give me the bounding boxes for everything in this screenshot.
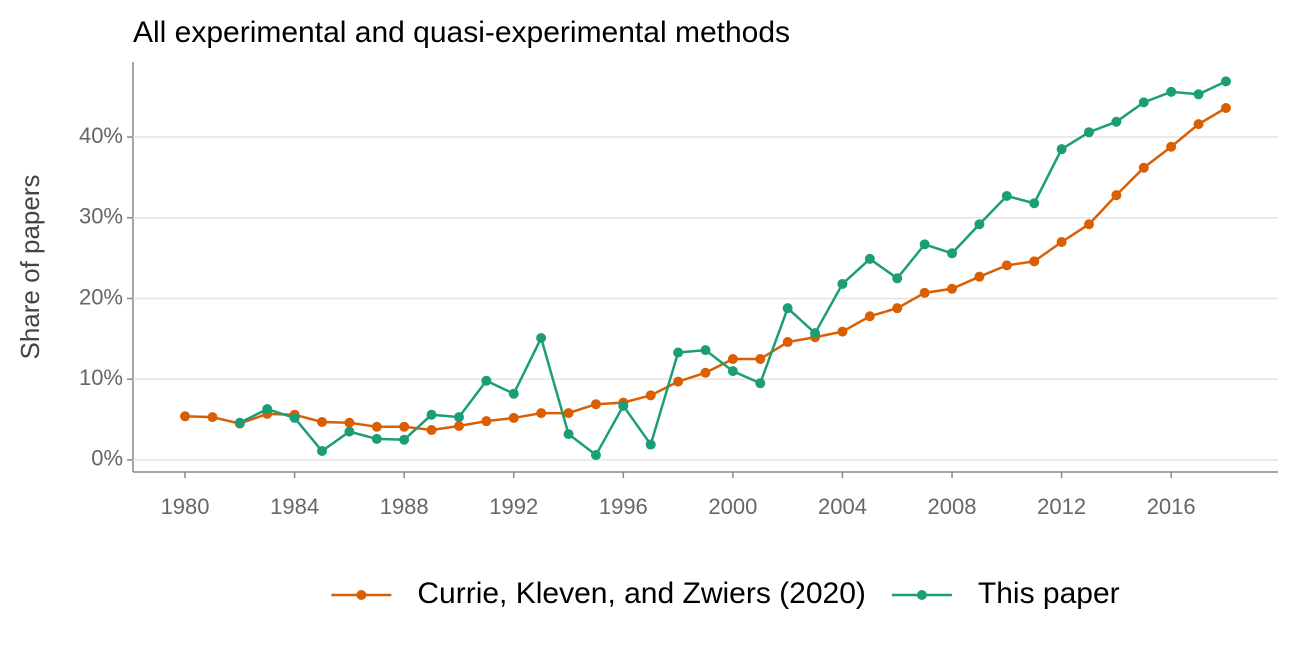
data-point (1056, 144, 1067, 155)
data-point (892, 303, 903, 314)
data-point (453, 420, 464, 431)
data-point (481, 375, 492, 386)
data-point (618, 400, 629, 411)
y-tick-label: 40% (79, 123, 123, 148)
data-point (426, 425, 437, 436)
data-point (810, 328, 821, 339)
data-point (317, 446, 328, 457)
y-tick-label: 30% (79, 204, 123, 229)
data-point (1138, 162, 1149, 173)
series-line (185, 106, 1227, 432)
chart-title: All experimental and quasi-experimental … (133, 16, 790, 49)
x-tick-label: 1984 (270, 494, 319, 519)
data-point (1220, 103, 1231, 114)
x-tick-label: 2004 (818, 494, 867, 519)
data-point (1166, 86, 1177, 97)
data-point (1029, 198, 1040, 209)
data-point (919, 287, 930, 298)
data-point (371, 433, 382, 444)
data-point (1220, 76, 1231, 87)
data-point (1193, 89, 1204, 100)
legend-marker (356, 590, 367, 600)
data-point (673, 347, 684, 358)
data-point (1083, 219, 1094, 230)
data-point (453, 412, 464, 423)
data-point (289, 412, 300, 423)
data-point (262, 404, 273, 415)
data-point (481, 416, 492, 427)
data-point (864, 253, 875, 264)
y-tick-label: 20% (79, 284, 123, 309)
legend-label: This paper (978, 577, 1120, 610)
data-point (1001, 260, 1012, 271)
data-point (700, 367, 711, 378)
data-point (536, 333, 547, 344)
legend-item: This paper (891, 577, 1120, 610)
data-point (727, 354, 738, 365)
data-point (673, 376, 684, 387)
x-tick-label: 1992 (489, 494, 538, 519)
data-point (344, 417, 355, 428)
data-point (892, 273, 903, 284)
data-point (563, 408, 574, 419)
data-point (590, 450, 601, 461)
data-point (1029, 256, 1040, 267)
data-point (755, 378, 766, 389)
data-point (837, 326, 848, 337)
data-point (645, 390, 656, 401)
data-point (207, 412, 218, 423)
data-point (864, 311, 875, 322)
data-point (344, 426, 355, 437)
x-tick-label: 2008 (928, 494, 977, 519)
x-tick-label: 1996 (599, 494, 648, 519)
legend: Currie, Kleven, and Zwiers (2020) This pa… (331, 577, 1120, 610)
data-point (947, 283, 958, 294)
data-point (837, 278, 848, 289)
x-tick-label: 2016 (1147, 494, 1196, 519)
data-point (1166, 141, 1177, 152)
legend-marker (916, 590, 927, 600)
x-tick-label: 2000 (708, 494, 757, 519)
data-point (727, 366, 738, 377)
x-tick-label: 2012 (1037, 494, 1086, 519)
data-point (399, 421, 410, 432)
data-point (1001, 190, 1012, 201)
data-point (782, 337, 793, 348)
data-point (317, 416, 328, 427)
data-point (180, 411, 191, 422)
data-point (426, 409, 437, 420)
data-point (1138, 97, 1149, 108)
y-tick-label: 10% (79, 365, 123, 390)
x-tick-label: 1980 (161, 494, 210, 519)
data-point (782, 303, 793, 314)
data-point (1193, 119, 1204, 130)
data-point (919, 239, 930, 250)
data-point (508, 388, 519, 399)
data-point (399, 434, 410, 445)
data-point (563, 429, 574, 440)
legend-item: Currie, Kleven, and Zwiers (2020) (331, 577, 866, 610)
data-point (1083, 127, 1094, 138)
data-point (700, 345, 711, 356)
y-axis-label: Share of papers (15, 174, 45, 359)
legend-label: Currie, Kleven, and Zwiers (2020) (417, 577, 866, 610)
data-point (947, 248, 958, 259)
data-point (234, 417, 245, 428)
data-point (755, 354, 766, 365)
data-point (536, 408, 547, 419)
x-tick-label: 1988 (380, 494, 429, 519)
data-point (371, 421, 382, 432)
data-point (974, 271, 985, 282)
data-point (974, 219, 985, 230)
y-tick-label: 0% (91, 446, 123, 471)
data-point (1056, 236, 1067, 247)
data-point (645, 439, 656, 450)
data-point (508, 412, 519, 423)
data-point (590, 399, 601, 410)
data-point (1111, 116, 1122, 127)
data-point (1111, 190, 1122, 201)
